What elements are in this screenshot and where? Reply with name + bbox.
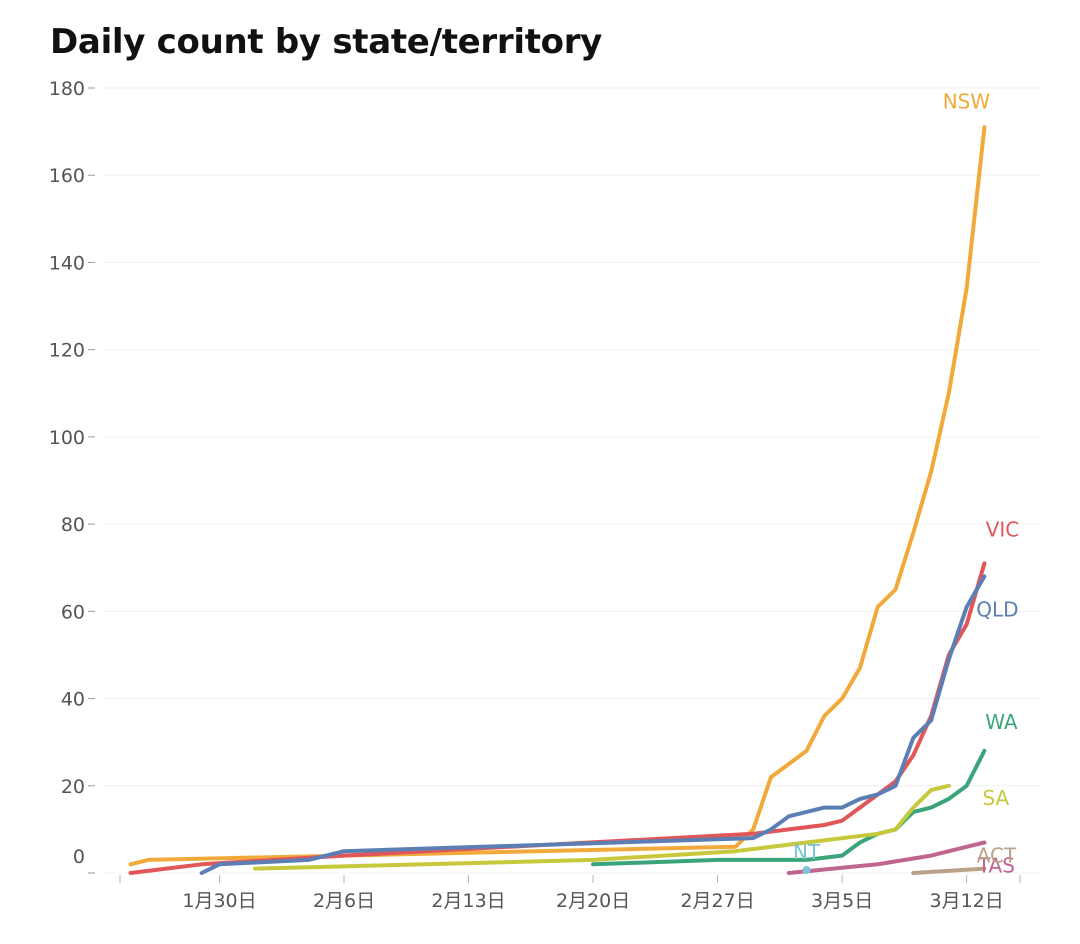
y-tick-label: 20: [61, 776, 85, 798]
series-line-sa: [253, 783, 951, 871]
series-lines: [128, 125, 987, 875]
y-tick-label: 40: [61, 689, 85, 711]
series-label-nsw: NSW: [943, 89, 991, 113]
y-tick-label: 140: [49, 252, 85, 274]
series-label-sa: SA: [982, 786, 1009, 810]
series-line-nsw: [128, 125, 987, 867]
y-tick-label: 0: [73, 846, 85, 868]
y-tick-label: 160: [49, 165, 85, 187]
x-tick-label: 3月12日: [930, 890, 1004, 912]
x-tick-label: 1月30日: [182, 890, 256, 912]
series-label-wa: WA: [985, 710, 1018, 734]
y-tick-label: 80: [61, 514, 85, 536]
grid-lines: [103, 87, 1040, 874]
series-label-vic: VIC: [986, 517, 1020, 541]
x-tick-label: 2月27日: [680, 890, 754, 912]
chart-title: Daily count by state/territory: [50, 22, 603, 62]
y-tick-label: 180: [49, 78, 85, 100]
x-tick-label: 3月5日: [811, 890, 873, 912]
x-tick-label: 2月6日: [313, 890, 375, 912]
series-line-act: [911, 866, 987, 875]
axes: 0 20 40 60 80 100 120 140 160 180 1月30日 2月6日 2月13日 2月…: [49, 78, 1021, 912]
x-tick-label: 2月13日: [431, 890, 505, 912]
y-tick-label: 100: [49, 427, 85, 449]
y-tick-label: 60: [61, 601, 85, 623]
series-label-nt: NT: [793, 840, 821, 864]
series-label-act: ACT: [977, 844, 1017, 868]
series-label-tas: TAS: [977, 853, 1015, 877]
series-point-nt: [802, 866, 811, 874]
series-line-vic: [128, 561, 987, 875]
y-tick-label: 120: [49, 340, 85, 362]
series-line-qld: [199, 574, 987, 875]
x-tick-label: 2月20日: [556, 890, 630, 912]
series-label-qld: QLD: [976, 597, 1018, 621]
series-line-tas: [786, 840, 987, 875]
